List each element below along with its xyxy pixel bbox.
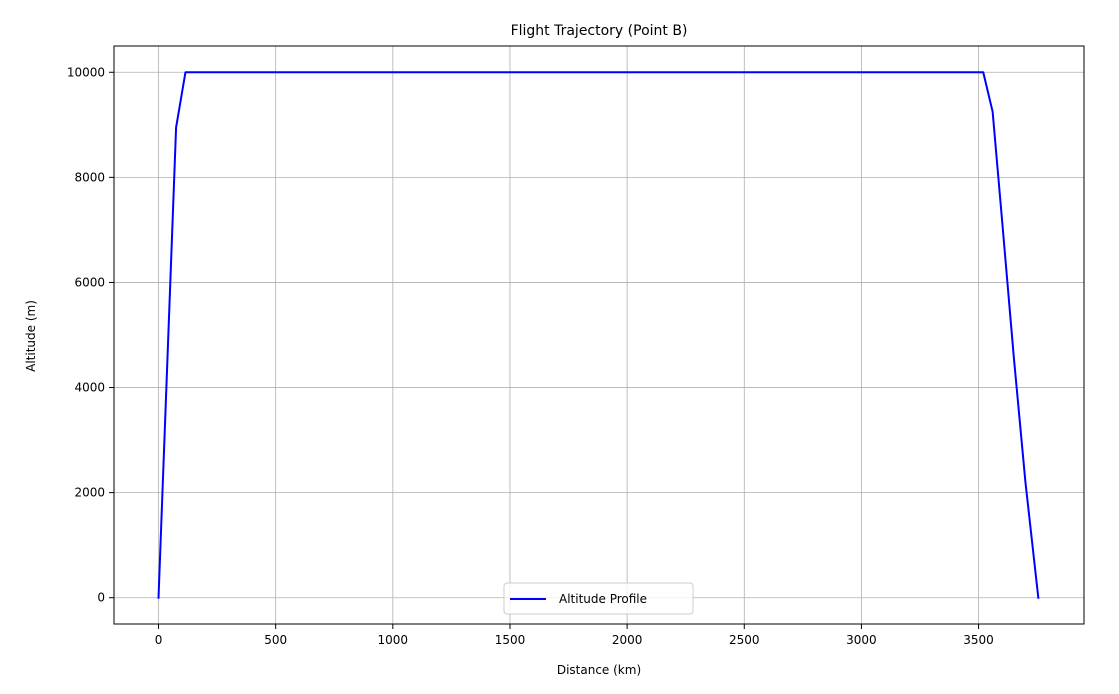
x-tick-label: 1000 <box>378 633 409 647</box>
x-tick-label: 3500 <box>963 633 994 647</box>
y-tick-label: 0 <box>97 591 105 605</box>
series-layer <box>157 71 1040 599</box>
y-tick-label: 4000 <box>74 381 105 395</box>
y-tick-label: 6000 <box>74 275 105 289</box>
grid-layer <box>114 46 1084 624</box>
chart-title: Flight Trajectory (Point B) <box>511 23 688 39</box>
series-line <box>157 71 1040 599</box>
x-axis-label: Distance (km) <box>557 663 641 677</box>
x-tick-label: 2500 <box>729 633 760 647</box>
y-tick-label: 10000 <box>67 65 105 79</box>
y-tick-label: 8000 <box>74 170 105 184</box>
legend: Altitude Profile <box>503 582 694 615</box>
y-tick-label: 2000 <box>74 486 105 500</box>
legend-box <box>503 582 694 615</box>
legend-label: Altitude Profile <box>559 592 647 606</box>
x-tick-label: 2000 <box>612 633 643 647</box>
y-axis-label: Altitude (m) <box>24 300 38 372</box>
tick-layer: 0 500 1000 1500 2000 2500 3000 3500 0 2000 4000 600… <box>67 65 994 647</box>
x-tick-label: 500 <box>264 633 287 647</box>
plot-frame <box>113 45 1085 625</box>
x-tick-label: 1500 <box>495 633 526 647</box>
x-tick-label: 0 <box>155 633 163 647</box>
x-tick-label: 3000 <box>846 633 877 647</box>
